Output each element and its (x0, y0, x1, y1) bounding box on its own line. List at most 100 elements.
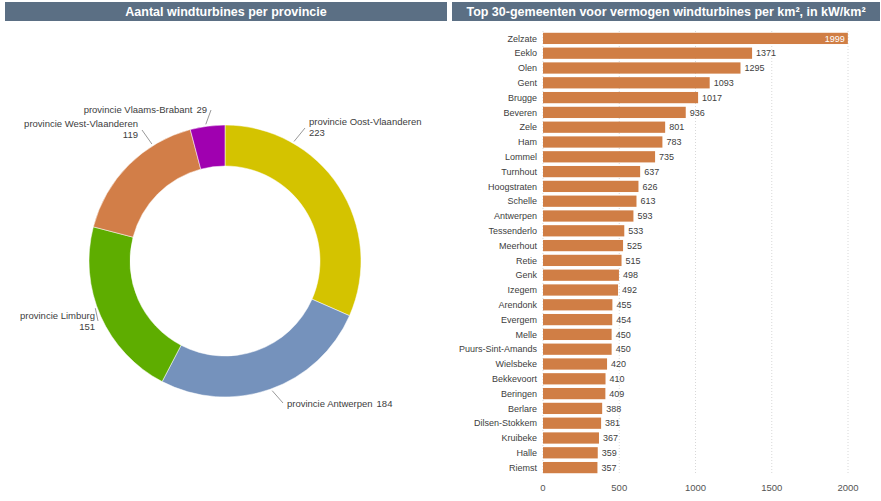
chart-title: Top 30-gemeenten voor vermogen windturbi… (466, 5, 865, 19)
slice-value: 29 (196, 104, 207, 115)
slice-value: 184 (377, 398, 393, 409)
slice-label: provincie Oost-Vlaanderen (309, 116, 421, 127)
x-tick-label: 500 (611, 482, 627, 493)
y-tick-label: Zele (519, 122, 537, 132)
y-tick-label: Puurs-Sint-Amands (459, 344, 538, 354)
bar (543, 225, 624, 236)
data-label: 1017 (702, 93, 722, 103)
data-label: 498 (623, 270, 638, 280)
donut-slice (89, 227, 181, 382)
bar (543, 210, 633, 221)
y-tick-label: Eeklo (514, 48, 537, 58)
y-tick-label: Antwerpen (494, 211, 537, 221)
bar (543, 358, 607, 369)
y-tick-label: Gent (517, 78, 537, 88)
data-label: 1093 (714, 78, 734, 88)
bar (543, 418, 601, 429)
bar (543, 373, 606, 384)
leader-line (294, 128, 305, 141)
slice-value: 223 (309, 127, 325, 138)
title-bar (5, 2, 447, 21)
y-tick-label: Bekkevoort (492, 374, 538, 384)
y-tick-label: Retie (516, 256, 537, 266)
bar (543, 432, 599, 443)
slice-label: provincie Limburg (20, 310, 95, 321)
y-tick-label: Turnhout (501, 167, 537, 177)
data-label: 1371 (756, 48, 776, 58)
title-bar (452, 2, 880, 21)
data-label: 936 (690, 108, 705, 118)
slice-label: provincie Vlaams-Brabant (84, 104, 193, 115)
x-tick-label: 2000 (837, 482, 858, 493)
grid-line (771, 31, 772, 475)
slice-value: 151 (79, 321, 95, 332)
bar (543, 122, 665, 133)
bar (543, 196, 636, 207)
bar (543, 166, 640, 177)
bar (543, 181, 638, 192)
bars (543, 33, 848, 473)
donut (89, 125, 361, 397)
y-tick-label: Wielsbeke (495, 359, 537, 369)
y-tick-label: Riemst (509, 463, 538, 473)
grid-line (848, 31, 849, 475)
bar (543, 329, 612, 340)
data-label: 492 (622, 285, 637, 295)
data-label: 515 (626, 256, 641, 266)
bar (543, 136, 662, 147)
y-tick-label: Ham (518, 137, 537, 147)
bar (543, 462, 597, 473)
bar (543, 77, 710, 88)
bar (543, 388, 605, 399)
x-tick-label: 1500 (761, 482, 782, 493)
y-tick-label: Evergem (501, 315, 537, 325)
bar (543, 270, 619, 281)
bar (543, 62, 740, 73)
y-tick-label: Melle (515, 330, 537, 340)
y-tick-label: Halle (516, 448, 537, 458)
data-label: 637 (644, 167, 659, 177)
y-tick-label: Beveren (503, 108, 537, 118)
slice-label: provincie Antwerpen (287, 398, 373, 409)
data-label: 450 (616, 330, 631, 340)
y-tick-label: Beringen (501, 389, 537, 399)
y-tick-label: Izegem (507, 285, 537, 295)
data-label: 359 (602, 448, 617, 458)
data-label: 409 (609, 389, 624, 399)
data-label: 593 (637, 211, 652, 221)
y-tick-label: Schelle (507, 196, 537, 206)
data-label: 455 (616, 300, 631, 310)
bar (543, 33, 848, 44)
data-label: 1999 (825, 34, 845, 44)
bar (543, 447, 598, 458)
data-label: 367 (603, 433, 618, 443)
data-label: 420 (611, 359, 626, 369)
data-label: 613 (640, 196, 655, 206)
data-label: 1295 (744, 63, 764, 73)
y-tick-label: Berlare (508, 404, 537, 414)
data-label: 410 (610, 374, 625, 384)
y-tick-label: Brugge (508, 93, 537, 103)
bar (543, 299, 612, 310)
y-tick-label: Meerhout (499, 241, 538, 251)
donut-slice (93, 130, 200, 238)
data-label: 454 (616, 315, 631, 325)
bar (543, 255, 622, 266)
bar (543, 151, 655, 162)
data-label: 381 (605, 418, 620, 428)
y-tick-label: Olen (518, 63, 537, 73)
bar (543, 240, 623, 251)
donut-slice (225, 125, 361, 316)
data-label: 783 (666, 137, 681, 147)
data-label: 525 (627, 241, 642, 251)
bar (543, 403, 602, 414)
donut-slice (190, 125, 225, 169)
bar (543, 284, 618, 295)
data-label: 626 (642, 182, 657, 192)
data-label: 450 (616, 344, 631, 354)
y-tick-label: Genk (515, 270, 537, 280)
y-tick-label: Dilsen-Stokkem (474, 418, 537, 428)
data-label: 735 (659, 152, 674, 162)
slice-value: 119 (123, 129, 138, 140)
bar (543, 314, 612, 325)
